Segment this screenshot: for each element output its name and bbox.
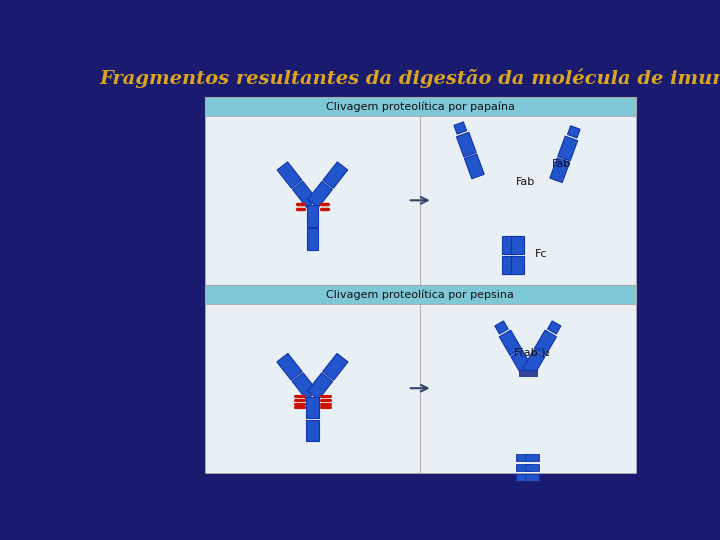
Polygon shape [526, 484, 539, 491]
Text: Fab: Fab [516, 177, 535, 187]
Text: Fc: Fc [535, 248, 547, 259]
Polygon shape [277, 162, 302, 188]
Polygon shape [292, 181, 317, 207]
Polygon shape [292, 373, 318, 400]
Polygon shape [523, 350, 545, 375]
Polygon shape [499, 330, 521, 355]
Polygon shape [534, 330, 557, 355]
Polygon shape [323, 162, 348, 188]
Bar [204, 285, 636, 303]
Text: Clivagem proteolítica por pepsina: Clivagem proteolítica por pepsina [326, 289, 514, 300]
Bar [420, 303, 636, 473]
Polygon shape [526, 474, 539, 481]
Polygon shape [503, 256, 515, 274]
Polygon shape [306, 397, 319, 418]
Polygon shape [511, 236, 524, 254]
Polygon shape [516, 464, 531, 471]
Bar [204, 97, 636, 116]
Polygon shape [526, 494, 539, 502]
Polygon shape [516, 454, 531, 461]
Polygon shape [464, 154, 485, 179]
Polygon shape [547, 321, 561, 334]
Polygon shape [567, 126, 580, 138]
Bar [204, 116, 420, 285]
Bar [420, 116, 636, 285]
Polygon shape [550, 158, 570, 183]
Polygon shape [495, 321, 508, 334]
Polygon shape [558, 136, 577, 161]
Polygon shape [306, 420, 319, 441]
Polygon shape [503, 236, 515, 254]
Polygon shape [307, 228, 318, 249]
Polygon shape [516, 484, 531, 491]
Polygon shape [511, 350, 534, 375]
Polygon shape [516, 494, 531, 502]
Polygon shape [323, 353, 348, 380]
Polygon shape [516, 474, 531, 481]
Text: Fab: Fab [552, 159, 571, 169]
Polygon shape [526, 464, 539, 471]
Polygon shape [307, 205, 318, 226]
Polygon shape [526, 454, 539, 461]
Polygon shape [511, 256, 524, 274]
Text: F(ab’)₂: F(ab’)₂ [514, 348, 551, 358]
Polygon shape [454, 122, 467, 134]
Polygon shape [307, 181, 333, 207]
Bar [204, 303, 420, 473]
Polygon shape [456, 132, 476, 157]
Polygon shape [277, 353, 302, 380]
Text: Fragmentos resultantes da digestão da molécula de imuneglobulina: Fragmentos resultantes da digestão da mo… [99, 69, 720, 89]
Text: Clivagem proteolítica por papaína: Clivagem proteolítica por papaína [325, 101, 515, 112]
Polygon shape [307, 373, 333, 400]
Bar [518, 370, 537, 376]
